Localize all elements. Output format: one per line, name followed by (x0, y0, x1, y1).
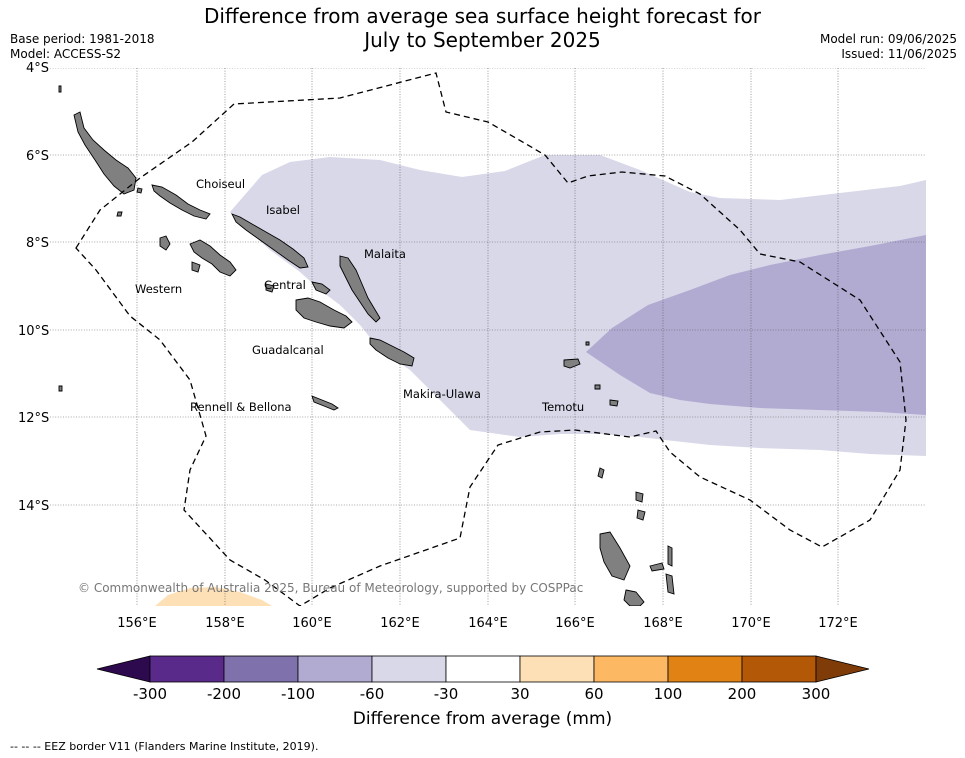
lat-label-6s: 6°S (26, 149, 49, 164)
island-santa-cruz (563, 358, 581, 369)
meta-right: Model run: 09/06/2025 Issued: 11/06/2025 (820, 32, 957, 62)
island-vella-lavella (159, 235, 171, 251)
island-small-4 (136, 187, 143, 194)
model-text: Model: ACCESS-S2 (10, 47, 122, 61)
model-run-text: Model run: 09/06/2025 (819, 32, 957, 46)
province-label-choiseul: Choiseul (196, 177, 245, 191)
island-makira (369, 337, 415, 367)
province-label-guadalcanal: Guadalcanal (252, 343, 324, 357)
colorbar-box-7 (667, 655, 743, 683)
colorbar-tick-3: -60 (360, 685, 385, 703)
colorbar-tick-5: 30 (510, 685, 529, 703)
island-rendova (191, 261, 201, 273)
province-label-central: Central (264, 278, 306, 292)
island-small-3 (116, 211, 123, 217)
island-banks-2 (636, 509, 646, 521)
anomaly-band-light-orange (155, 587, 272, 606)
longitude-labels: 156°E 158°E 160°E 162°E 164°E 166°E 168°… (117, 616, 858, 631)
colorbar-tick-4: -30 (434, 685, 459, 703)
island-torres (597, 467, 605, 479)
base-period-text: Base period: 1981-2018 (10, 32, 155, 46)
title-line-1: Difference from average sea surface heig… (203, 4, 762, 28)
colorbar-tick-6: 60 (584, 685, 603, 703)
island-tinakula (585, 341, 590, 346)
title-line-2: July to September 2025 (364, 28, 601, 52)
colorbar-label: Difference from average (mm) (352, 709, 613, 729)
colorbar-over-arrow (815, 655, 870, 683)
colorbar-box-0 (149, 655, 225, 683)
island-small-1 (58, 85, 62, 93)
meta-left: Base period: 1981-2018 Model: ACCESS-S2 (10, 32, 155, 62)
lon-label-166e: 166°E (555, 616, 595, 631)
island-pentecost (665, 573, 675, 595)
province-label-western: Western (135, 282, 182, 296)
colorbar-tick-1: -200 (207, 685, 241, 703)
island-bougainville (73, 111, 137, 195)
colorbar-box-5 (519, 655, 595, 683)
colorbar-box-6 (593, 655, 669, 683)
eez-solomon-islands (75, 72, 907, 606)
land-masses (58, 85, 675, 606)
island-new-georgia (189, 239, 237, 277)
province-label-temotu: Temotu (541, 400, 584, 414)
island-isabel (231, 213, 309, 269)
province-label-malaita: Malaita (364, 247, 406, 261)
colorbar-box-2 (297, 655, 373, 683)
island-small-2 (58, 385, 63, 392)
province-label-rennell-bellona: Rennell & Bellona (190, 400, 292, 414)
lon-label-170e: 170°E (731, 616, 771, 631)
lon-label-164e: 164°E (468, 616, 508, 631)
colorbar-box-8 (741, 655, 817, 683)
province-labels: Choiseul Isabel Malaita Western Central … (135, 177, 584, 414)
island-ambae (649, 562, 665, 572)
colorbar-tick-7: 100 (654, 685, 683, 703)
island-guadalcanal (295, 297, 353, 329)
lat-label-10s: 10°S (18, 324, 49, 339)
lon-label-156e: 156°E (117, 616, 157, 631)
island-maewo (667, 545, 673, 567)
colorbar-box-1 (223, 655, 299, 683)
island-russell (265, 283, 275, 293)
lat-label-12s: 12°S (18, 411, 49, 426)
latitude-labels: 4°S 6°S 8°S 10°S 12°S 14°S (18, 61, 49, 514)
colorbar-tick-9: 300 (802, 685, 831, 703)
colorbar-tick-labels: -300 -200 -100 -60 -30 30 60 100 200 300 (133, 685, 830, 703)
island-florida (311, 281, 331, 295)
colorbar-tick-2: -100 (281, 685, 315, 703)
map-title: Difference from average sea surface heig… (0, 4, 965, 52)
lon-label-172e: 172°E (818, 616, 858, 631)
province-label-isabel: Isabel (266, 203, 300, 217)
colorbar-under-arrow (96, 655, 151, 683)
lon-label-168e: 168°E (643, 616, 683, 631)
copyright-notice: © Commonwealth of Australia 2025, Bureau… (78, 581, 583, 595)
island-choiseul (151, 184, 211, 220)
lon-label-158e: 158°E (205, 616, 245, 631)
island-vanikoro (609, 399, 619, 407)
anomaly-band-medium-purple (586, 235, 926, 415)
colorbar-box-3 (371, 655, 447, 683)
colorbar-box-4 (445, 655, 521, 683)
island-malaita (339, 255, 381, 323)
province-label-makira-ulawa: Makira-Ulawa (403, 387, 481, 401)
colorbar-tick-0: -300 (133, 685, 167, 703)
lat-label-14s: 14°S (18, 499, 49, 514)
island-espiritu-santo (599, 531, 631, 581)
eez-borders (75, 72, 907, 606)
issued-text: Issued: 11/06/2025 (841, 47, 957, 61)
island-banks (635, 491, 644, 503)
lon-label-160e: 160°E (292, 616, 332, 631)
island-malekula (623, 589, 645, 606)
island-rennell (311, 395, 339, 411)
lon-label-162e: 162°E (380, 616, 420, 631)
eez-legend-note: -- -- -- EEZ border V11 (Flanders Marine… (10, 740, 319, 753)
colorbar-boxes (96, 655, 870, 683)
lat-label-8s: 8°S (26, 236, 49, 251)
colorbar-tick-8: 200 (728, 685, 757, 703)
island-utupua (594, 384, 601, 390)
lat-label-4s: 4°S (26, 61, 49, 76)
